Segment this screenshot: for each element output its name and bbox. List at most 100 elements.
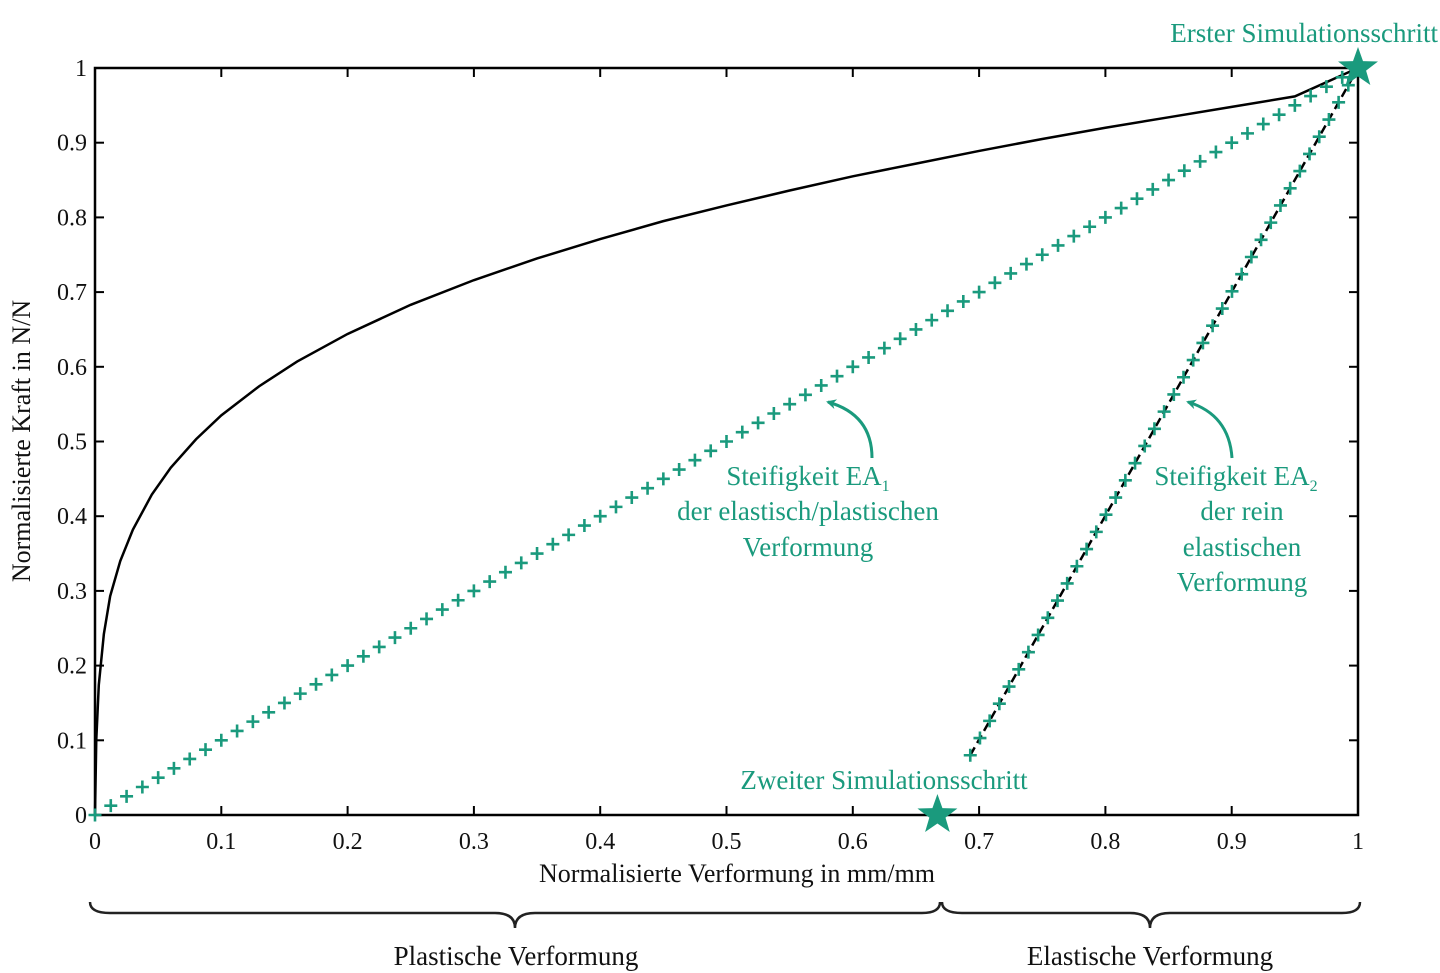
data-point — [1235, 267, 1249, 281]
data-point — [277, 696, 291, 710]
data-point — [1021, 645, 1035, 659]
data-point — [1128, 456, 1142, 470]
series-line-0 — [93, 66, 1359, 816]
data-point — [1099, 508, 1113, 522]
data-point — [1244, 250, 1258, 264]
data-point — [341, 659, 355, 673]
data-point — [293, 687, 307, 701]
annotation-ea1-arrow — [826, 399, 874, 459]
data-point — [1083, 220, 1097, 234]
data-point — [546, 537, 560, 551]
data-point — [972, 285, 986, 299]
annotation-stiffness-ea1: Steifigkeit EA1 der elastisch/plastische… — [677, 399, 939, 562]
brace-plastic — [88, 901, 942, 929]
y-tick-label: 0 — [75, 803, 87, 829]
data-point — [1031, 628, 1045, 642]
data-point — [798, 388, 812, 402]
y-tick-label: 0.9 — [57, 131, 87, 157]
series-markers-3 — [963, 61, 1365, 762]
annotation-ea1-line2: der elastisch/plastischen — [677, 496, 939, 526]
x-tick-label: 0.2 — [333, 829, 363, 855]
x-tick-label: 1 — [1352, 829, 1364, 855]
data-point — [483, 575, 497, 589]
data-point — [309, 677, 323, 691]
data-point — [1293, 164, 1307, 178]
second-step-label: Zweiter Simulationsschritt — [740, 765, 1028, 795]
x-tick-label: 0 — [89, 829, 101, 855]
data-point — [983, 714, 997, 728]
annotation-stiffness-ea2: Steifigkeit EA2 der rein elastischen Ver… — [1154, 399, 1318, 597]
annotation-ea2-line4: Verformung — [1177, 567, 1307, 597]
data-point — [1332, 95, 1346, 109]
data-point — [262, 705, 276, 719]
data-point — [1240, 126, 1254, 140]
data-point — [909, 322, 923, 336]
data-point — [1114, 201, 1128, 215]
data-point — [625, 491, 639, 505]
region-plastic-label: Plastische Verformung — [394, 941, 639, 971]
data-point — [1177, 370, 1191, 384]
data-point — [1012, 662, 1026, 676]
data-point — [1118, 473, 1132, 487]
x-tick-label: 0.8 — [1090, 829, 1120, 855]
data-point — [1304, 89, 1318, 103]
data-point — [451, 593, 465, 607]
data-point — [735, 425, 749, 439]
data-point — [814, 378, 828, 392]
x-axis-label: Normalisierte Verformung in mm/mm — [539, 859, 935, 888]
data-point — [1335, 70, 1349, 84]
data-point — [514, 556, 528, 570]
data-point — [988, 276, 1002, 290]
y-tick-label: 0.4 — [57, 504, 87, 530]
x-tick-label: 0.4 — [585, 829, 615, 855]
x-tick-label: 0.9 — [1217, 829, 1247, 855]
data-point — [1146, 182, 1160, 196]
data-point — [88, 808, 102, 822]
data-point — [1089, 525, 1103, 539]
y-tick-label: 0.7 — [57, 280, 87, 306]
data-point — [183, 752, 197, 766]
data-point — [1303, 147, 1317, 161]
data-point — [1254, 233, 1268, 247]
data-point — [1051, 238, 1065, 252]
data-point — [214, 733, 228, 747]
star-marker-1 — [1338, 47, 1378, 85]
data-point — [992, 697, 1006, 711]
data-point — [656, 472, 670, 486]
data-point — [1319, 80, 1333, 94]
data-point — [720, 435, 733, 448]
data-point — [877, 341, 891, 355]
data-point — [672, 463, 686, 477]
data-point — [704, 444, 718, 458]
data-point — [151, 771, 165, 785]
data-point — [388, 631, 402, 645]
data-point — [1215, 302, 1229, 316]
y-tick-label: 0.5 — [57, 430, 87, 456]
data-point — [1162, 173, 1176, 187]
data-point — [1067, 229, 1081, 243]
data-point — [120, 789, 134, 803]
data-point — [1019, 257, 1033, 271]
data-point — [1157, 405, 1171, 419]
data-point — [1138, 439, 1152, 453]
annotation-ea2-arrow — [1186, 399, 1234, 459]
y-tick-label: 1 — [75, 56, 87, 82]
annotation-ea2-subscript: 2 — [1310, 478, 1318, 495]
data-point — [530, 547, 544, 561]
region-elastic-label: Elastische Verformung — [1027, 941, 1273, 971]
data-point — [846, 360, 860, 374]
data-point — [593, 509, 607, 523]
data-point — [498, 565, 512, 579]
data-point — [1312, 130, 1326, 144]
data-point — [1264, 216, 1278, 230]
data-point — [609, 500, 623, 514]
data-point — [1225, 136, 1239, 150]
data-point — [1060, 576, 1074, 590]
y-tick-label: 0.6 — [57, 355, 87, 381]
annotation-ea2-line1: Steifigkeit EA — [1154, 461, 1310, 491]
data-point — [1041, 611, 1055, 625]
data-point — [1167, 387, 1181, 401]
data-point — [641, 481, 655, 495]
data-point — [135, 780, 149, 794]
